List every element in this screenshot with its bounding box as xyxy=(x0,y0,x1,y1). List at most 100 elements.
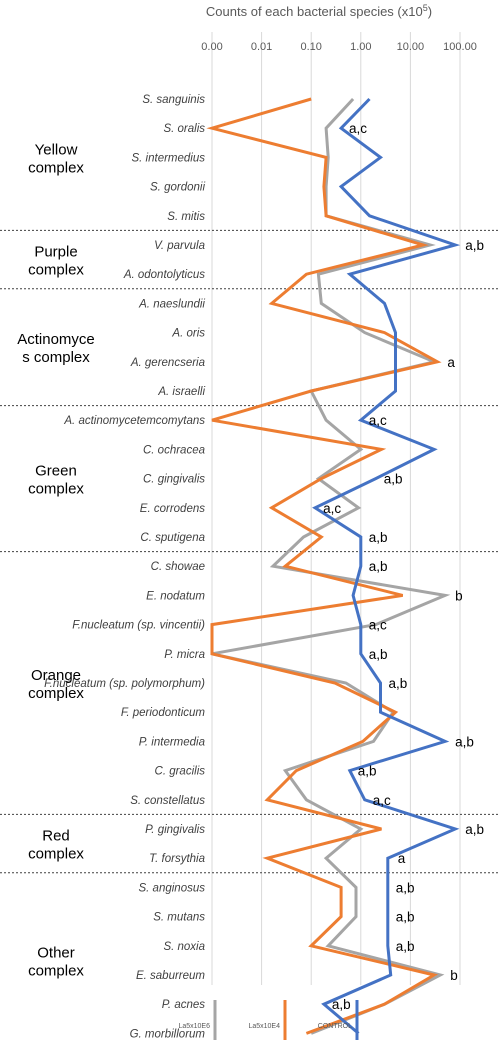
significance-label: a,b xyxy=(369,559,388,574)
significance-label: b xyxy=(455,588,463,603)
group-label: Purple complex xyxy=(28,244,84,279)
species-label: F. periodonticum xyxy=(121,707,206,719)
group-label: Red complex xyxy=(28,828,84,863)
species-label: E. corrodens xyxy=(140,503,205,515)
significance-label: a,b xyxy=(396,880,415,895)
group-label: Yellow complex xyxy=(28,141,84,176)
species-label: S. mutans xyxy=(153,912,205,924)
series-lines xyxy=(206,97,461,1035)
group-label-line: complex xyxy=(28,481,84,498)
group-label-line: complex xyxy=(28,685,84,702)
x-axis-title: Counts of each bacterial species (x105) xyxy=(206,3,432,19)
significance-label: a,b xyxy=(389,676,408,691)
x-tick-label: 100.00 xyxy=(443,41,477,53)
species-label: A. israelli xyxy=(157,386,205,398)
group-label-line: Orange xyxy=(31,667,81,684)
group-label-line: complex xyxy=(28,262,84,279)
significance-label: b xyxy=(450,968,458,983)
series-line xyxy=(206,97,442,1035)
x-axis-title-text: Counts of each bacterial species (x10 xyxy=(206,4,423,19)
species-label: S. oralis xyxy=(163,123,205,135)
species-label: V. parvula xyxy=(154,240,205,252)
legend-label: La5x10E6 xyxy=(178,1023,210,1030)
significance-label: a,b xyxy=(465,238,484,253)
significance-label: a,c xyxy=(369,618,387,633)
group-label-line: s complex xyxy=(22,349,90,366)
species-label: S. constellatus xyxy=(130,795,205,807)
significance-label: a,c xyxy=(323,501,341,516)
group-label: Green complex xyxy=(28,463,84,498)
significance-label: a,b xyxy=(396,939,415,954)
group-label-line: complex xyxy=(28,846,84,863)
species-label: C. ochracea xyxy=(143,444,205,456)
series-line xyxy=(211,97,451,1035)
significance-label: a xyxy=(398,851,406,866)
legend: La5x10E6 La5x10E4 CONTROL xyxy=(178,1000,359,1040)
group-label-line: complex xyxy=(28,962,84,979)
species-label: P. micra xyxy=(164,649,205,661)
species-label: P. gingivalis xyxy=(145,824,205,836)
significance-label: a,b xyxy=(465,822,484,837)
x-tick-label: 0.10 xyxy=(300,41,321,53)
legend-label: CONTROL xyxy=(318,1023,352,1030)
species-label: S. anginosus xyxy=(139,882,206,894)
species-label: C. gingivalis xyxy=(143,474,205,486)
significance-label: a xyxy=(447,355,455,370)
species-label: F.nucleatum (sp. vincentii) xyxy=(72,620,205,632)
significance-label: a,c xyxy=(373,793,391,808)
species-label: C. gracilis xyxy=(155,766,206,778)
group-label-line: Other xyxy=(37,944,75,961)
species-label: S. noxia xyxy=(163,941,205,953)
series-line xyxy=(312,97,461,1035)
group-label-line: Actinomyce xyxy=(17,331,95,348)
group-label: Orange complex xyxy=(28,667,84,702)
group-label: Other complex xyxy=(28,944,84,979)
x-axis-title-close: ) xyxy=(428,4,432,19)
species-label: E. nodatum xyxy=(146,590,205,602)
significance-label: a,c xyxy=(349,121,367,136)
significance-label: a,c xyxy=(369,413,387,428)
significance-label: a,b xyxy=(332,997,351,1012)
species-label: T. forsythia xyxy=(149,853,205,865)
species-label: A. gerencseria xyxy=(130,357,205,369)
x-tick-label: 10.00 xyxy=(397,41,425,53)
significance-label: a,b xyxy=(396,910,415,925)
significance-label: a,b xyxy=(358,764,377,779)
species-label: C. showae xyxy=(151,561,205,573)
significance-label: a,b xyxy=(455,734,474,749)
species-label: C. sputigena xyxy=(140,532,205,544)
x-tick-label: 1.00 xyxy=(350,41,371,53)
species-labels: S. sanguinis S. oralis S. intermedius S. go… xyxy=(44,94,205,1040)
x-tick-labels: 0.00 0.01 0.10 1.00 10.00 100.00 xyxy=(201,41,477,53)
gridlines xyxy=(211,32,461,985)
significance-label: a,b xyxy=(384,472,403,487)
species-label: A. oris xyxy=(171,328,205,340)
species-label: S. gordonii xyxy=(150,182,205,194)
significance-label: a,b xyxy=(369,647,388,662)
x-tick-label: 0.01 xyxy=(251,41,272,53)
group-label-line: Purple xyxy=(34,244,77,261)
species-label: A. actinomycetemcomytans xyxy=(63,415,205,427)
group-label-line: Yellow xyxy=(35,141,78,158)
species-label: S. intermedius xyxy=(131,152,205,164)
species-label: A. naeslundii xyxy=(138,298,205,310)
group-label: Actinomyce s complex xyxy=(17,331,95,366)
species-label: A. odontolyticus xyxy=(123,269,205,281)
group-separators xyxy=(0,229,500,874)
significance-annotations: a,ca,baa,ca,ba,ca,ba,bba,ca,ba,ba,ba,ba,… xyxy=(323,121,484,1012)
x-axis-title-superscript: 5 xyxy=(423,3,428,13)
group-label-line: Red xyxy=(42,828,70,845)
group-label-line: Green xyxy=(35,463,77,480)
species-label: P. acnes xyxy=(162,999,206,1011)
group-label-line: complex xyxy=(28,159,84,176)
species-label: F.nucleatum (sp. polymorphum) xyxy=(44,678,205,690)
species-label: S. sanguinis xyxy=(142,94,205,106)
species-label: E. saburreum xyxy=(136,970,205,982)
legend-label: La5x10E4 xyxy=(248,1023,280,1030)
species-label: P. intermedia xyxy=(139,736,205,748)
species-label: S. mitis xyxy=(167,211,205,223)
species-label: G. morbillorum xyxy=(130,1028,206,1040)
x-tick-label: 0.00 xyxy=(201,41,222,53)
